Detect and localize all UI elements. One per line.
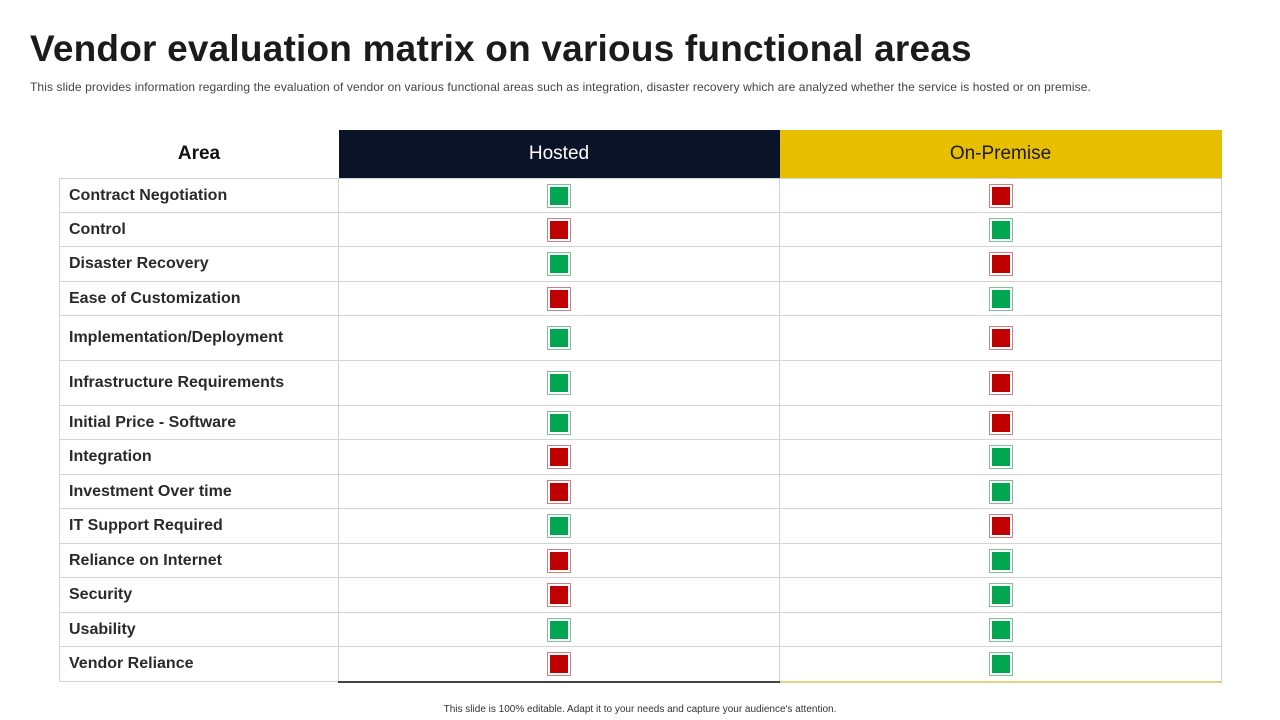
red-square-icon <box>989 253 1012 275</box>
red-square-icon <box>989 184 1012 207</box>
cell-on-premise <box>779 315 1222 361</box>
red-square-icon <box>548 287 570 310</box>
cell-hosted <box>338 508 780 544</box>
cell-hosted <box>338 543 780 578</box>
matrix-body: Contract Negotiation Control Disaster Reco… <box>59 178 1222 683</box>
green-square-icon <box>548 327 570 349</box>
header-row: Area Hosted On-Premise <box>59 130 1222 179</box>
row-area-label: Integration <box>59 439 339 475</box>
row-area-label: Investment Over time <box>59 474 339 509</box>
table-row: Integration <box>59 439 1222 475</box>
cell-on-premise <box>779 646 1222 683</box>
page-subtitle: This slide provides information regardin… <box>30 80 1091 94</box>
green-square-icon <box>548 618 570 641</box>
table-row: Investment Over time <box>59 474 1222 509</box>
cell-hosted <box>338 646 780 683</box>
table-row: Contract Negotiation <box>59 178 1222 213</box>
row-area-label: Disaster Recovery <box>59 246 339 282</box>
cell-on-premise <box>779 178 1222 213</box>
cell-hosted <box>338 474 780 509</box>
green-square-icon <box>989 652 1012 675</box>
green-square-icon <box>989 584 1012 606</box>
green-square-icon <box>989 218 1012 241</box>
table-row: Implementation/Deployment <box>59 315 1222 361</box>
red-square-icon <box>548 446 570 468</box>
cell-hosted <box>338 577 780 613</box>
row-area-label: Ease of Customization <box>59 281 339 316</box>
row-area-label: Security <box>59 577 339 613</box>
column-header-on-premise: On-Premise <box>779 130 1222 179</box>
table-row: IT Support Required <box>59 508 1222 544</box>
evaluation-matrix: Area Hosted On-Premise Contract Negotiat… <box>59 130 1222 683</box>
cell-on-premise <box>779 543 1222 578</box>
cell-hosted <box>338 439 780 475</box>
row-area-label: Implementation/Deployment <box>59 315 339 361</box>
column-header-area: Area <box>59 130 339 179</box>
table-row: Initial Price - Software <box>59 405 1222 440</box>
column-header-hosted: Hosted <box>338 130 780 179</box>
cell-on-premise <box>779 474 1222 509</box>
green-square-icon <box>548 253 570 275</box>
table-row: Ease of Customization <box>59 281 1222 316</box>
cell-on-premise <box>779 577 1222 613</box>
cell-on-premise <box>779 439 1222 475</box>
row-area-label: Infrastructure Requirements <box>59 360 339 406</box>
cell-hosted <box>338 612 780 647</box>
cell-hosted <box>338 212 780 247</box>
table-row: Infrastructure Requirements <box>59 360 1222 406</box>
green-square-icon <box>989 480 1012 503</box>
row-area-label: Reliance on Internet <box>59 543 339 578</box>
cell-hosted <box>338 360 780 406</box>
red-square-icon <box>548 584 570 606</box>
row-area-label: Control <box>59 212 339 247</box>
green-square-icon <box>989 446 1012 468</box>
page-title: Vendor evaluation matrix on various func… <box>30 28 972 69</box>
cell-on-premise <box>779 281 1222 316</box>
table-row: Security <box>59 577 1222 613</box>
cell-on-premise <box>779 246 1222 282</box>
green-square-icon <box>548 515 570 537</box>
table-row: Usability <box>59 612 1222 647</box>
red-square-icon <box>989 411 1012 434</box>
cell-on-premise <box>779 405 1222 440</box>
green-square-icon <box>989 287 1012 310</box>
green-square-icon <box>989 549 1012 572</box>
table-row: Reliance on Internet <box>59 543 1222 578</box>
red-square-icon <box>548 480 570 503</box>
row-area-label: IT Support Required <box>59 508 339 544</box>
green-square-icon <box>548 372 570 394</box>
row-area-label: Contract Negotiation <box>59 178 339 213</box>
cell-hosted <box>338 246 780 282</box>
red-square-icon <box>989 327 1012 349</box>
green-square-icon <box>548 184 570 207</box>
cell-hosted <box>338 315 780 361</box>
red-square-icon <box>548 549 570 572</box>
table-row: Disaster Recovery <box>59 246 1222 282</box>
cell-on-premise <box>779 360 1222 406</box>
cell-hosted <box>338 178 780 213</box>
red-square-icon <box>548 218 570 241</box>
cell-hosted <box>338 281 780 316</box>
cell-on-premise <box>779 212 1222 247</box>
row-area-label: Initial Price - Software <box>59 405 339 440</box>
cell-hosted <box>338 405 780 440</box>
row-area-label: Usability <box>59 612 339 647</box>
cell-on-premise <box>779 612 1222 647</box>
table-row: Control <box>59 212 1222 247</box>
green-square-icon <box>548 411 570 434</box>
red-square-icon <box>989 372 1012 394</box>
cell-on-premise <box>779 508 1222 544</box>
red-square-icon <box>548 652 570 675</box>
green-square-icon <box>989 618 1012 641</box>
footer-note: This slide is 100% editable. Adapt it to… <box>443 704 837 715</box>
table-row: Vendor Reliance <box>59 646 1222 683</box>
red-square-icon <box>989 515 1012 537</box>
row-area-label: Vendor Reliance <box>59 646 339 682</box>
